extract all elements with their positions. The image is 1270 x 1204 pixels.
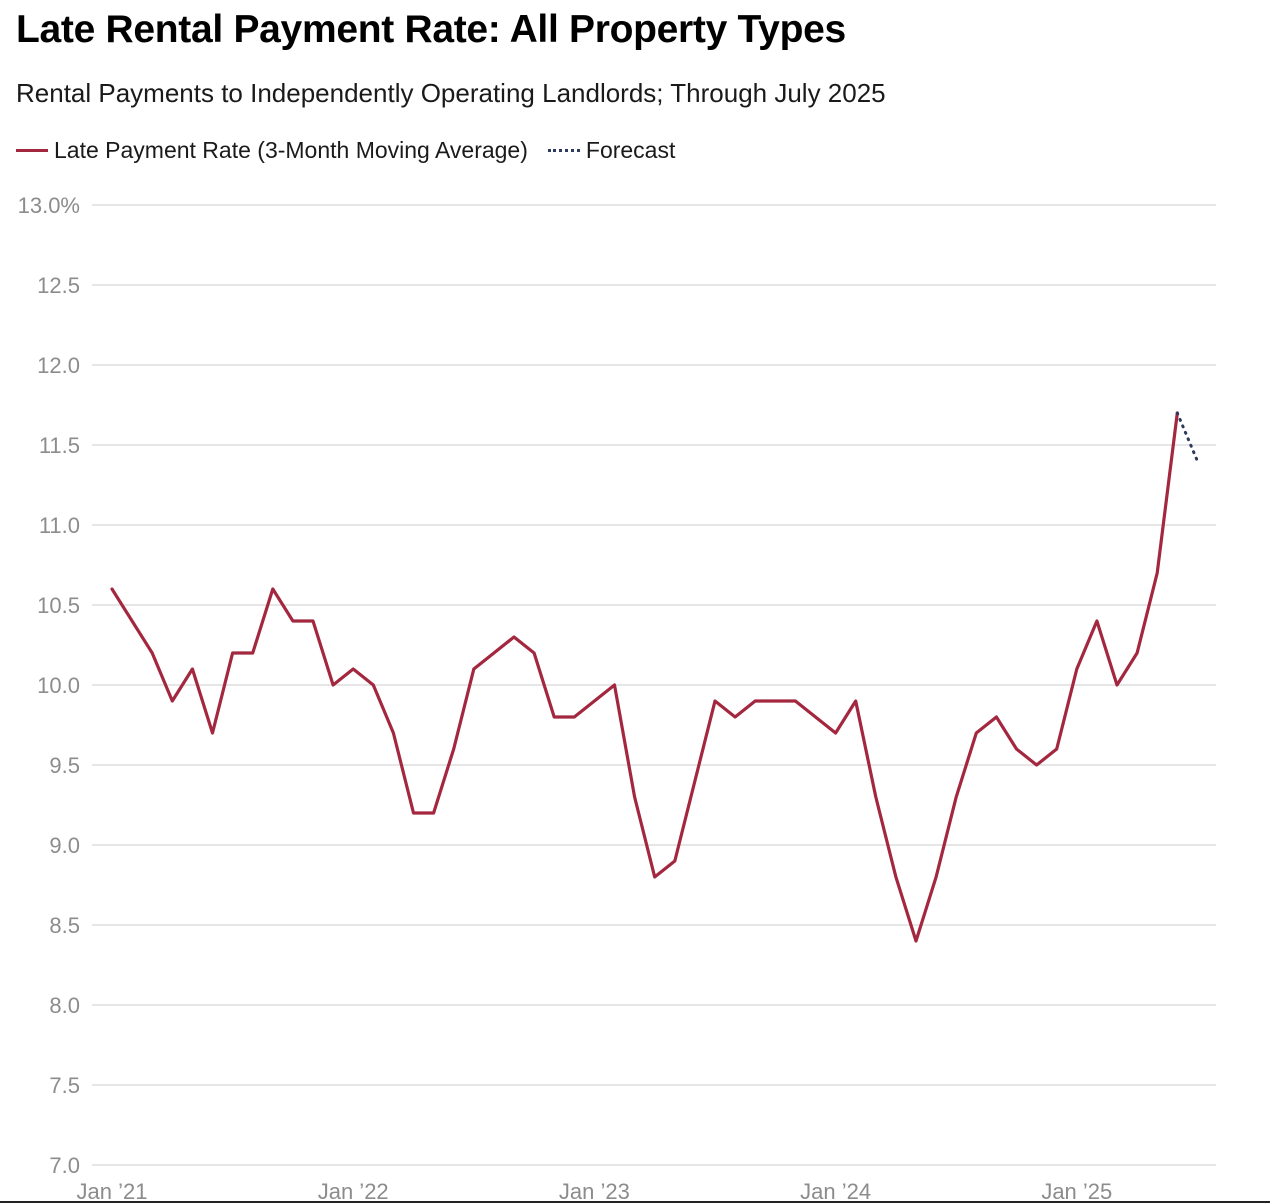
legend-item-late-payment-rate[interactable]: Late Payment Rate (3-Month Moving Averag…	[16, 137, 528, 164]
y-tick-label: 8.5	[49, 913, 80, 938]
x-tick-label: Jan ’21	[77, 1179, 148, 1204]
legend-item-forecast[interactable]: Forecast	[547, 137, 676, 164]
y-tick-label: 11.0	[39, 513, 80, 538]
x-tick-label: Jan ’23	[559, 1179, 630, 1204]
y-tick-label: 9.0	[49, 833, 80, 858]
y-tick-label: 7.5	[49, 1073, 80, 1098]
chart-title: Late Rental Payment Rate: All Property T…	[16, 8, 846, 51]
gridlines	[92, 204, 1216, 1166]
series-line-forecast	[1175, 411, 1199, 463]
x-axis-tick-labels: Jan ’21 Jan ’22 Jan ’23 Jan ’24 Jan ’25	[77, 1179, 1113, 1204]
y-tick-label: 8.0	[49, 993, 80, 1018]
chart-subtitle: Rental Payments to Independently Operati…	[16, 78, 886, 108]
y-tick-label: 7.0	[49, 1153, 80, 1178]
legend-label-forecast: Forecast	[585, 137, 676, 163]
y-tick-label: 10.5	[37, 593, 80, 618]
y-tick-label: 13.0%	[18, 193, 80, 218]
y-tick-label: 9.5	[49, 753, 80, 778]
y-tick-label: 12.0	[37, 353, 80, 378]
series-line-late-payment-rate	[110, 411, 1179, 943]
x-tick-label: Jan ’25	[1041, 1179, 1112, 1204]
legend: Late Payment Rate (3-Month Moving Averag…	[16, 137, 695, 164]
legend-label-late-payment-rate: Late Payment Rate (3-Month Moving Averag…	[54, 137, 528, 163]
legend-swatch-solid	[16, 149, 48, 152]
y-tick-label: 11.5	[39, 433, 80, 458]
legend-swatch-dotted	[547, 149, 580, 152]
series-lines	[0, 411, 1270, 1203]
x-tick-label: Jan ’22	[318, 1179, 389, 1204]
x-tick-label: Jan ’24	[800, 1179, 871, 1204]
y-tick-label: 10.0	[37, 673, 80, 698]
y-axis-tick-labels: 13.0% 12.5 12.0 11.5 11.0 10.5 10.0 9.5 9.0 8.5 8.…	[18, 193, 80, 1178]
y-tick-label: 12.5	[37, 273, 80, 298]
